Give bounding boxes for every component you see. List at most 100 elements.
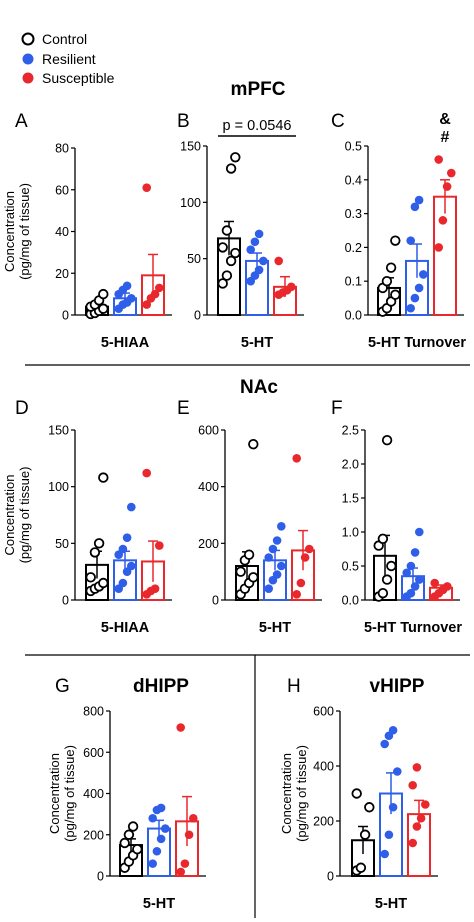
point-control xyxy=(248,572,259,583)
point-control xyxy=(381,574,393,585)
y-axis-label-line2: (pg/mg of tissue) xyxy=(17,183,32,280)
point-susceptible xyxy=(292,590,302,599)
point-resilient xyxy=(402,568,412,578)
point-control xyxy=(119,837,130,849)
y-tick-label: 40 xyxy=(55,225,69,239)
y-tick-label: 600 xyxy=(198,424,219,438)
point-resilient xyxy=(393,767,402,776)
y-tick-label: 100 xyxy=(48,480,69,494)
point-susceptible xyxy=(184,830,194,840)
point-resilient xyxy=(406,236,416,245)
point-susceptible xyxy=(142,183,151,192)
legend-label-control: Control xyxy=(42,31,87,47)
point-control xyxy=(225,163,237,174)
region-title-nac: NAc xyxy=(240,377,278,398)
point-resilient xyxy=(264,553,274,562)
y-tick-label: 0 xyxy=(97,870,104,884)
point-resilient xyxy=(406,561,416,571)
point-susceptible xyxy=(438,216,448,225)
y-tick-label: 80 xyxy=(55,142,69,156)
x-category-label: 5-HT xyxy=(375,896,407,912)
panel-letter-c: C xyxy=(331,111,345,132)
point-resilient xyxy=(122,533,132,542)
y-tick-label: 0 xyxy=(194,309,201,323)
point-susceptible xyxy=(142,300,151,309)
y-axis-label-line1: Concentration xyxy=(2,191,17,272)
panel-g: G 0 200 400 600 800 Concentration (pg/mg of tis… xyxy=(47,676,206,912)
point-resilient xyxy=(156,834,166,844)
point-resilient xyxy=(152,846,162,856)
y-tick-label: 20 xyxy=(55,267,69,281)
y-tick-label: 0 xyxy=(62,309,69,323)
point-resilient xyxy=(250,237,260,247)
point-susceptible xyxy=(434,243,444,252)
point-susceptible xyxy=(292,454,302,463)
point-resilient xyxy=(410,202,420,212)
point-resilient xyxy=(148,859,157,868)
y-tick-label: 60 xyxy=(55,183,69,197)
panel-letter-g: G xyxy=(55,676,70,697)
point-susceptible xyxy=(155,283,164,293)
point-control xyxy=(93,538,105,549)
point-resilient xyxy=(118,544,128,554)
point-control xyxy=(381,276,393,287)
region-title-mpfc: mPFC xyxy=(231,79,286,100)
point-control xyxy=(98,303,109,314)
panel-letter-f: F xyxy=(331,398,343,419)
point-control xyxy=(230,247,241,259)
point-resilient xyxy=(148,813,157,823)
point-resilient xyxy=(414,195,424,205)
point-control xyxy=(351,788,362,799)
point-resilient xyxy=(414,283,424,293)
y-tick-label: 150 xyxy=(180,140,201,154)
point-resilient xyxy=(384,830,394,840)
panel-letter-e: E xyxy=(177,398,190,419)
significance-marker: & xyxy=(439,111,451,128)
point-control xyxy=(225,255,237,267)
point-resilient xyxy=(406,303,416,313)
point-control xyxy=(385,262,397,273)
point-resilient xyxy=(118,578,128,588)
y-tick-label: 2.5 xyxy=(342,424,359,438)
panel-e: E 0 200 400 600 5-HT xyxy=(177,398,322,636)
y-tick-label: 0.5 xyxy=(342,560,359,574)
point-resilient xyxy=(127,561,136,571)
point-control xyxy=(243,549,255,560)
point-control xyxy=(217,242,228,253)
y-tick-label: 0.0 xyxy=(345,309,362,323)
point-resilient xyxy=(277,522,286,531)
point-control xyxy=(89,547,101,558)
x-category-label: 5-HT xyxy=(259,620,291,636)
p-value-annotation: p = 0.0546 xyxy=(223,118,292,134)
y-tick-label: 50 xyxy=(187,252,201,266)
x-category-label: 5-HIAA xyxy=(101,335,150,351)
panel-f: F 0.0 0.5 1.0 1.5 2.0 2.5 5-HT Turnover xyxy=(331,398,462,636)
point-susceptible xyxy=(287,282,296,292)
point-resilient xyxy=(415,575,424,584)
point-control xyxy=(390,235,401,246)
y-tick-label: 0.3 xyxy=(345,207,362,221)
y-axis-label-line2: (pg/mg of tissue) xyxy=(294,745,309,842)
bar-susceptible xyxy=(433,195,457,316)
legend-marker-susceptible xyxy=(22,72,34,84)
point-control xyxy=(230,152,241,163)
panel-b: B 0 50 100 150 5-HT p = 0.0546 xyxy=(177,111,304,351)
y-tick-label: 600 xyxy=(83,746,104,760)
point-susceptible xyxy=(189,813,198,823)
y-tick-label: 1.0 xyxy=(342,526,359,540)
point-resilient xyxy=(259,256,268,266)
legend-label-resilient: Resilient xyxy=(42,51,96,67)
point-susceptible xyxy=(300,553,310,562)
point-control xyxy=(98,472,109,483)
y-tick-label: 200 xyxy=(313,815,334,829)
y-tick-label: 0.2 xyxy=(345,241,362,255)
point-susceptible xyxy=(150,289,160,299)
point-resilient xyxy=(410,293,420,303)
point-susceptible xyxy=(408,838,418,848)
point-control xyxy=(221,270,233,281)
y-tick-label: 2.0 xyxy=(342,458,359,472)
region-title-dhipp: dHIPP xyxy=(133,676,189,697)
point-control xyxy=(85,572,96,583)
point-susceptible xyxy=(442,182,452,191)
panel-letter-h: H xyxy=(287,676,301,697)
